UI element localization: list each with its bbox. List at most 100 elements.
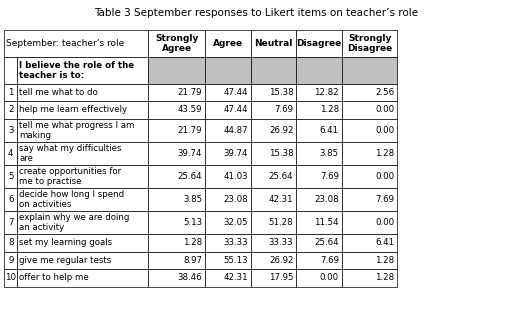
Text: 11.54: 11.54 [314, 218, 339, 227]
Text: 2: 2 [8, 105, 13, 115]
Bar [4, 188, 17, 211]
Text: 7.69: 7.69 [320, 256, 339, 265]
Text: 23.08: 23.08 [314, 195, 339, 204]
Text: 0.00: 0.00 [375, 218, 394, 227]
Text: 25.64: 25.64 [269, 172, 293, 181]
Bar [205, 252, 251, 269]
Bar [148, 252, 205, 269]
Bar [296, 211, 342, 234]
Text: set my learning goals: set my learning goals [19, 238, 113, 247]
Text: 2.56: 2.56 [375, 88, 394, 97]
Bar [251, 101, 296, 119]
Bar [4, 84, 17, 101]
Text: Neutral: Neutral [254, 39, 293, 48]
Text: 8.97: 8.97 [183, 256, 202, 265]
Bar [205, 142, 251, 165]
Bar [342, 101, 397, 119]
Text: explain why we are doing
an activity: explain why we are doing an activity [19, 213, 130, 232]
Text: give me regular tests: give me regular tests [19, 256, 112, 265]
Text: 7: 7 [8, 218, 13, 227]
Bar [251, 252, 296, 269]
Text: 3.85: 3.85 [320, 149, 339, 158]
Bar [251, 84, 296, 101]
Text: 6.41: 6.41 [375, 238, 394, 247]
Text: 43.59: 43.59 [178, 105, 202, 115]
Text: 33.33: 33.33 [269, 238, 293, 247]
Bar [296, 234, 342, 252]
Text: 32.05: 32.05 [223, 218, 248, 227]
Bar [296, 269, 342, 287]
Bar [4, 119, 17, 142]
Bar [205, 57, 251, 84]
Bar [205, 165, 251, 188]
Bar [296, 165, 342, 188]
Text: 47.44: 47.44 [223, 105, 248, 115]
Bar [251, 57, 296, 84]
Bar [342, 252, 397, 269]
Bar [148, 30, 205, 57]
Text: 17.95: 17.95 [269, 273, 293, 283]
Text: Strongly
Disagree: Strongly Disagree [347, 34, 392, 53]
Bar [205, 269, 251, 287]
Bar [251, 269, 296, 287]
Bar [148, 234, 205, 252]
Bar [251, 142, 296, 165]
Bar [296, 188, 342, 211]
Bar [148, 211, 205, 234]
Bar [148, 119, 205, 142]
Text: 10: 10 [5, 273, 16, 283]
Text: 1.28: 1.28 [183, 238, 202, 247]
Text: 55.13: 55.13 [223, 256, 248, 265]
Text: say what my difficulties
are: say what my difficulties are [19, 144, 122, 163]
Text: 0.00: 0.00 [320, 273, 339, 283]
Text: 6: 6 [8, 195, 13, 204]
Text: 1.28: 1.28 [375, 149, 394, 158]
Text: tell me what to do: tell me what to do [19, 88, 98, 97]
Bar [296, 252, 342, 269]
Text: 47.44: 47.44 [223, 88, 248, 97]
Text: 26.92: 26.92 [269, 256, 293, 265]
Text: 8: 8 [8, 238, 13, 247]
Bar [251, 188, 296, 211]
Bar [205, 119, 251, 142]
Text: 6.41: 6.41 [320, 126, 339, 135]
Text: 39.74: 39.74 [178, 149, 202, 158]
Text: Disagree: Disagree [296, 39, 342, 48]
Text: 1: 1 [8, 88, 13, 97]
Text: offer to help me: offer to help me [19, 273, 89, 283]
Bar [17, 252, 148, 269]
Text: 21.79: 21.79 [178, 88, 202, 97]
Text: Strongly
Agree: Strongly Agree [155, 34, 198, 53]
Bar [205, 30, 251, 57]
Bar [251, 234, 296, 252]
Bar [4, 269, 17, 287]
Bar [17, 57, 148, 84]
Text: I believe the role of the
teacher is to:: I believe the role of the teacher is to: [19, 60, 135, 80]
Bar [342, 142, 397, 165]
Bar [148, 142, 205, 165]
Text: 39.74: 39.74 [223, 149, 248, 158]
Text: tell me what progress I am
making: tell me what progress I am making [19, 121, 135, 140]
Text: 7.69: 7.69 [274, 105, 293, 115]
Bar [296, 101, 342, 119]
Text: 1.28: 1.28 [375, 256, 394, 265]
Bar [17, 269, 148, 287]
Bar [148, 269, 205, 287]
Bar [17, 119, 148, 142]
Bar [342, 211, 397, 234]
Text: 0.00: 0.00 [375, 126, 394, 135]
Bar [148, 57, 205, 84]
Bar [342, 234, 397, 252]
Text: 21.79: 21.79 [178, 126, 202, 135]
Text: Table 3 September responses to Likert items on teacher’s role: Table 3 September responses to Likert it… [94, 8, 418, 18]
Bar [342, 84, 397, 101]
Bar [205, 188, 251, 211]
Text: 5: 5 [8, 172, 13, 181]
Text: 0.00: 0.00 [375, 172, 394, 181]
Text: 38.46: 38.46 [178, 273, 202, 283]
Bar [4, 234, 17, 252]
Bar [4, 211, 17, 234]
Text: 1.28: 1.28 [375, 273, 394, 283]
Bar [342, 30, 397, 57]
Text: September: teacher’s role: September: teacher’s role [6, 39, 124, 48]
